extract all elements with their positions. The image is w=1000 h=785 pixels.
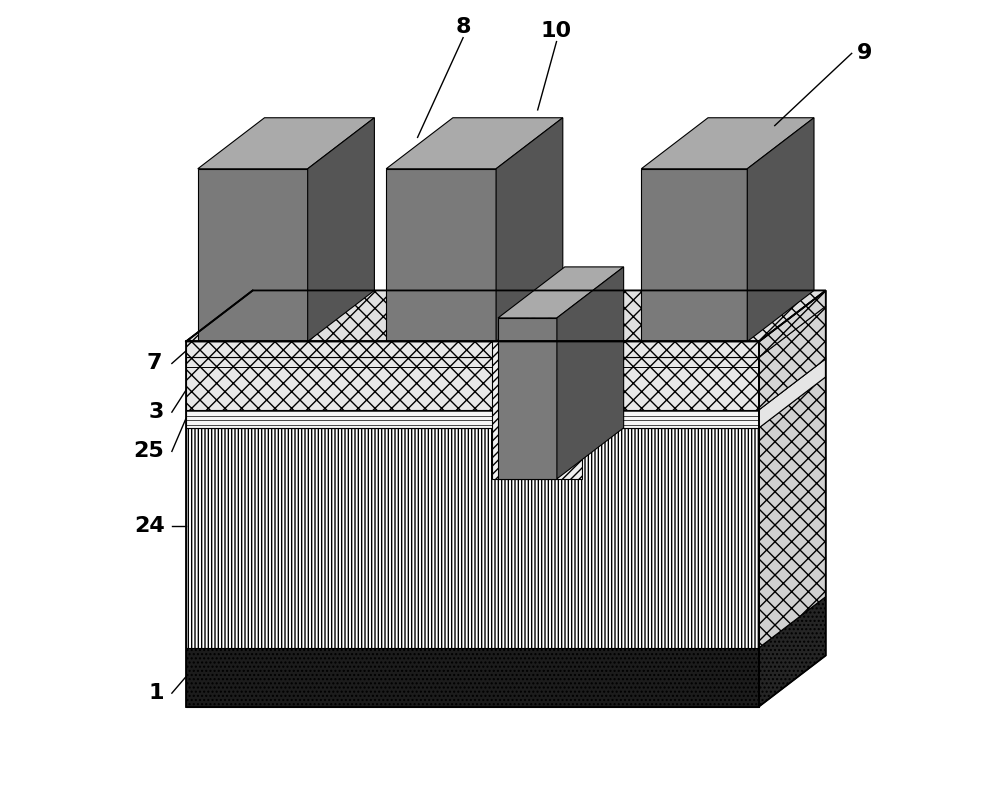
Polygon shape — [386, 118, 563, 169]
Polygon shape — [186, 597, 826, 648]
Text: 25: 25 — [133, 441, 164, 462]
Text: 8: 8 — [455, 17, 471, 38]
Polygon shape — [186, 410, 759, 428]
Polygon shape — [759, 290, 826, 357]
Polygon shape — [186, 341, 759, 357]
Polygon shape — [198, 118, 374, 169]
Polygon shape — [492, 341, 582, 479]
Polygon shape — [641, 118, 814, 169]
Text: 1: 1 — [148, 683, 164, 703]
Polygon shape — [759, 306, 826, 410]
Polygon shape — [186, 648, 759, 706]
Text: 9: 9 — [857, 43, 873, 64]
Polygon shape — [308, 118, 374, 341]
Polygon shape — [186, 359, 826, 410]
Polygon shape — [186, 357, 759, 410]
Polygon shape — [759, 597, 826, 706]
Text: 10: 10 — [541, 21, 572, 42]
Polygon shape — [186, 428, 759, 648]
Polygon shape — [498, 267, 624, 318]
Polygon shape — [198, 169, 308, 341]
Polygon shape — [496, 118, 563, 341]
Polygon shape — [498, 318, 557, 479]
Polygon shape — [557, 267, 624, 479]
Text: 3: 3 — [148, 402, 164, 422]
Polygon shape — [386, 169, 496, 341]
Polygon shape — [186, 290, 826, 341]
Polygon shape — [759, 359, 826, 428]
Polygon shape — [759, 377, 826, 648]
Text: 24: 24 — [135, 516, 165, 536]
Text: 7: 7 — [147, 353, 162, 374]
Polygon shape — [747, 118, 814, 341]
Polygon shape — [492, 290, 563, 341]
Polygon shape — [641, 169, 747, 341]
